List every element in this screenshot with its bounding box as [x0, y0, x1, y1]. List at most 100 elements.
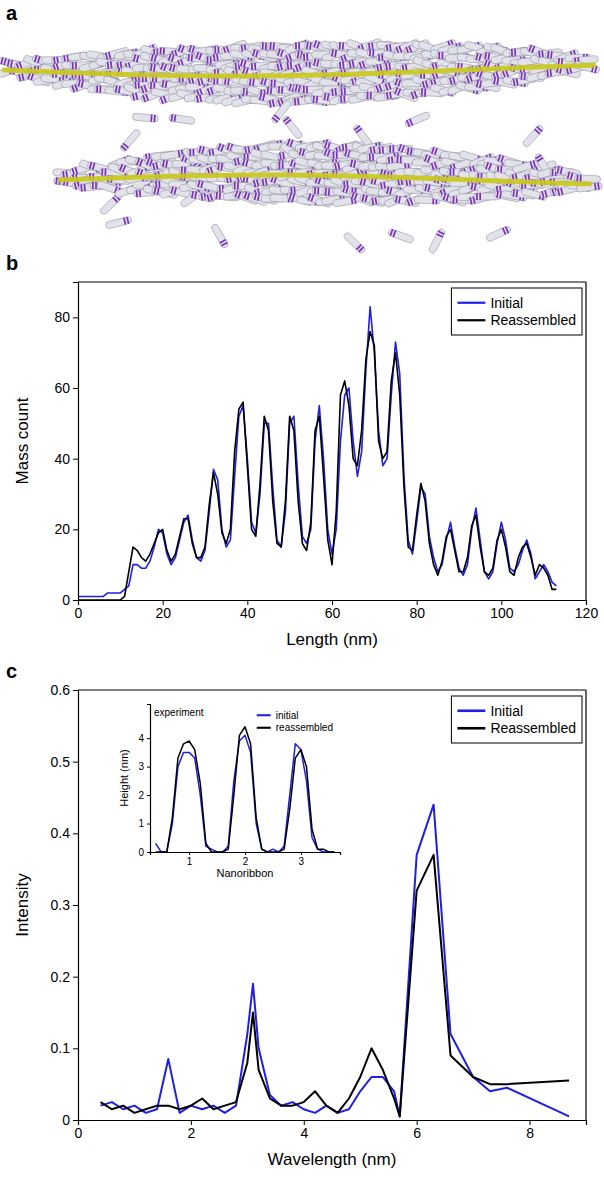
- molecule-stripe: [295, 65, 299, 72]
- molecule-stripe: [169, 64, 172, 71]
- molecule-stripe: [249, 78, 252, 85]
- molecule-stripe: [323, 93, 326, 100]
- molecule-stripe: [200, 193, 203, 200]
- molecule-stripe: [246, 193, 250, 200]
- molecule-stripe: [367, 92, 369, 99]
- molecule-stripe: [259, 93, 262, 100]
- fibril: [0, 38, 600, 108]
- molecule-stripe: [257, 193, 260, 200]
- molecule-stripe: [244, 147, 247, 154]
- molecule-stripe: [170, 186, 173, 193]
- molecule-stripe: [469, 75, 473, 82]
- molecule-stripe: [343, 95, 345, 102]
- molecule-stripe: [263, 78, 267, 85]
- molecule-stripe: [160, 47, 162, 54]
- molecule-stripe: [235, 63, 237, 70]
- molecule-stripe: [316, 96, 318, 103]
- molecule-stripe: [72, 62, 74, 69]
- molecule-stripe: [313, 59, 316, 66]
- molecule-stripe: [191, 54, 193, 61]
- molecule-stripe: [352, 60, 355, 67]
- molecule: [210, 223, 229, 249]
- molecule-stripe: [550, 69, 552, 76]
- molecule-body: [210, 223, 229, 249]
- molecule-stripe: [475, 53, 479, 60]
- molecule-stripe: [65, 171, 68, 178]
- molecule-stripe: [174, 115, 177, 122]
- molecule-stripe: [252, 78, 255, 85]
- molecule-stripe: [452, 77, 455, 84]
- molecule-stripe: [262, 94, 265, 101]
- molecule-stripe: [327, 94, 330, 101]
- molecule-stripe: [394, 78, 398, 85]
- molecule-stripe: [37, 56, 41, 63]
- molecule-stripe: [123, 143, 129, 149]
- molecule-stripe: [197, 78, 200, 85]
- molecule-stripe: [290, 62, 292, 69]
- molecule-stripe: [398, 46, 402, 53]
- molecule-stripe: [191, 191, 194, 198]
- molecule-stripe: [295, 84, 298, 91]
- molecule-stripe: [200, 181, 203, 188]
- molecule-stripe: [101, 168, 103, 175]
- molecule-stripe: [96, 86, 98, 93]
- molecule-stripe: [265, 43, 267, 50]
- molecule-stripe: [206, 195, 210, 202]
- molecule-stripe: [339, 42, 341, 49]
- molecule-stripe: [411, 92, 415, 99]
- molecule-stripe: [75, 167, 79, 174]
- molecule-stripe: [78, 80, 81, 87]
- molecule-stripe: [378, 54, 380, 61]
- molecule-stripe: [150, 115, 152, 122]
- molecule: [105, 216, 132, 229]
- molecule-stripe: [7, 59, 10, 66]
- molecule-stripe: [198, 146, 202, 153]
- molecule-stripe: [541, 51, 543, 58]
- molecule-stripe: [285, 55, 289, 62]
- molecule-stripe: [251, 63, 253, 70]
- molecule-stripe: [194, 192, 197, 199]
- molecule-stripe: [34, 55, 38, 62]
- molecule-stripe: [343, 55, 347, 62]
- molecule-stripe: [171, 114, 174, 121]
- molecule-stripe: [195, 52, 199, 59]
- molecule-stripe: [245, 159, 248, 166]
- molecule-stripe: [95, 182, 97, 189]
- molecule-stripe: [348, 61, 351, 68]
- molecule-stripe: [138, 81, 140, 88]
- molecule-stripe: [71, 168, 75, 175]
- molecule-stripe: [466, 76, 470, 83]
- molecule-stripe: [197, 180, 200, 187]
- molecule-stripe: [408, 46, 412, 53]
- molecule-stripe: [254, 63, 256, 70]
- molecule-stripe: [140, 86, 144, 93]
- molecule-stripe: [279, 153, 282, 160]
- molecule-stripe: [298, 63, 302, 70]
- molecule-stripe: [234, 158, 237, 165]
- molecule-stripe: [217, 143, 221, 150]
- molecule-stripe: [253, 180, 256, 187]
- molecule-stripe: [313, 40, 317, 47]
- molecule-stripe: [316, 59, 319, 66]
- molecule-stripe: [172, 65, 175, 72]
- molecule-stripe: [511, 49, 513, 56]
- molecule-stripe: [200, 78, 203, 85]
- molecule-stripe: [83, 184, 85, 191]
- molecule-stripe: [217, 46, 219, 53]
- molecule-stripe: [307, 194, 311, 201]
- molecule-stripe: [217, 163, 220, 170]
- molecule-stripe: [277, 49, 281, 56]
- molecule-stripe: [385, 84, 389, 91]
- molecule-stripe: [280, 50, 284, 57]
- molecule-stripe: [312, 96, 314, 103]
- molecule-stripe: [234, 190, 238, 197]
- molecule-stripe: [376, 65, 379, 72]
- molecule-stripe: [227, 78, 230, 85]
- molecule-stripe: [331, 49, 334, 56]
- molecule-stripe: [528, 45, 532, 52]
- molecule-stripe: [287, 62, 289, 69]
- molecule-stripe: [143, 85, 147, 92]
- molecule-stripe: [388, 63, 391, 70]
- molecule-stripe: [270, 87, 273, 94]
- molecule-stripe: [389, 92, 392, 99]
